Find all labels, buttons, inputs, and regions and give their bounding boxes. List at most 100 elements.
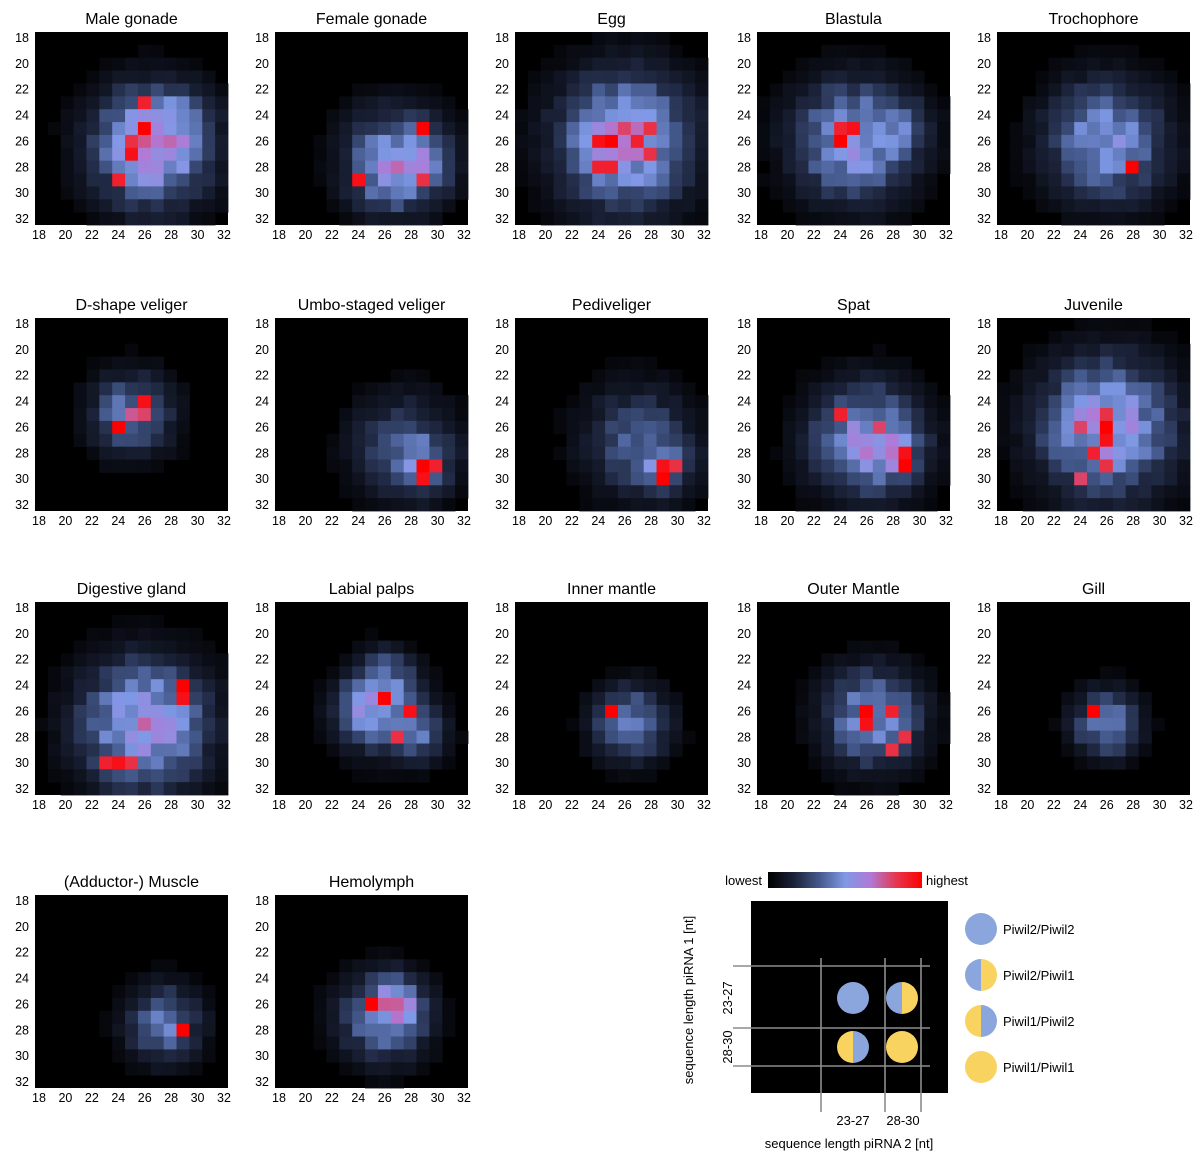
heatmap-cell xyxy=(150,109,165,123)
heatmap-cell xyxy=(847,446,861,460)
heatmap-cell xyxy=(390,1023,405,1037)
heatmap-cell xyxy=(365,1010,379,1025)
heatmap-cell xyxy=(403,109,417,123)
heatmap-cell xyxy=(86,420,100,435)
heatmap-cell xyxy=(176,83,190,97)
heatmap-cell xyxy=(859,704,874,719)
y-tick-label: 20 xyxy=(495,627,509,641)
heatmap-cell xyxy=(125,653,139,667)
heatmap-cell xyxy=(202,985,216,999)
heatmap-cell xyxy=(352,408,366,422)
y-tick-label: 24 xyxy=(255,109,269,123)
heatmap-cell xyxy=(847,122,861,136)
heatmap-cell xyxy=(150,1010,165,1025)
heatmap-cell xyxy=(339,173,353,187)
heatmap-cell xyxy=(352,186,366,200)
heatmap-cell xyxy=(847,160,861,174)
heatmap-cell xyxy=(782,96,796,110)
heatmap-cell xyxy=(605,756,619,770)
heatmap-cell xyxy=(795,369,809,383)
heatmap-cell xyxy=(795,420,809,435)
heatmap-cell xyxy=(553,446,567,460)
heatmap-cell xyxy=(442,395,456,409)
heatmap-cell xyxy=(202,1036,216,1050)
heatmap-cell xyxy=(656,369,670,383)
heatmap-cell xyxy=(1138,212,1152,226)
heatmap-cell xyxy=(73,730,87,744)
x-tick-label: 26 xyxy=(138,798,152,812)
heatmap-cell xyxy=(1164,408,1178,422)
half-right xyxy=(981,959,997,991)
heatmap-cell xyxy=(1074,395,1088,409)
heatmap-cell xyxy=(326,997,340,1012)
heatmap-cell xyxy=(821,70,835,84)
heatmap-cell xyxy=(352,173,366,187)
heatmap-cell xyxy=(403,640,417,654)
y-tick-label: 30 xyxy=(255,186,269,200)
heatmap-cell xyxy=(176,134,190,149)
heatmap-cell xyxy=(605,199,619,213)
heatmap-cell xyxy=(579,717,593,732)
heatmap-cell xyxy=(834,420,848,435)
heatmap-cell xyxy=(885,498,899,512)
heatmap-cell xyxy=(566,160,580,174)
heatmap-cell xyxy=(416,985,430,999)
heatmap-cell xyxy=(872,769,887,783)
heatmap-cell xyxy=(1035,343,1049,357)
heatmap-cell xyxy=(1074,160,1088,174)
heatmap-cell xyxy=(592,395,606,409)
heatmap-cell xyxy=(365,96,379,110)
heatmap-cell xyxy=(1061,472,1075,486)
heatmap-cell xyxy=(137,459,152,473)
heatmap-cell xyxy=(643,109,657,123)
heatmap-cell xyxy=(1074,330,1088,345)
heatmap-cell xyxy=(1035,122,1049,136)
heatmap-cell xyxy=(1048,420,1062,435)
heatmap-cell xyxy=(924,704,938,719)
heatmap-cell xyxy=(566,173,580,187)
heatmap-cell xyxy=(808,704,822,719)
heatmap-cell xyxy=(1061,498,1075,512)
heatmap-cell xyxy=(695,408,709,422)
heatmap-cell xyxy=(617,408,632,422)
heatmap-cell xyxy=(911,186,925,200)
heatmap-cell xyxy=(617,356,632,370)
heatmap-cell xyxy=(1138,330,1152,345)
x-tick-label: 20 xyxy=(780,514,794,528)
heatmap-cell xyxy=(911,666,925,680)
heatmap-cell xyxy=(1061,420,1075,435)
heatmap-cell xyxy=(885,70,899,84)
heatmap-cell xyxy=(86,717,100,732)
heatmap-cell xyxy=(215,730,229,744)
heatmap-cell xyxy=(1074,96,1088,110)
heatmap-cell xyxy=(99,395,113,409)
heatmap-cell xyxy=(352,459,366,473)
heatmap-cell xyxy=(352,83,366,97)
heatmap-cell xyxy=(834,717,848,732)
heatmap-cell xyxy=(808,395,822,409)
heatmap-cell xyxy=(1022,173,1036,187)
heatmap-cell xyxy=(339,446,353,460)
x-tick-label: 18 xyxy=(272,798,286,812)
heatmap-cell xyxy=(859,692,874,706)
heatmap-cell xyxy=(643,704,657,719)
heatmap-cell xyxy=(1087,485,1101,499)
heatmap-cell xyxy=(137,395,152,409)
heatmap-cell xyxy=(1087,96,1101,110)
heatmap-cell xyxy=(527,109,542,123)
heatmap-cell xyxy=(403,692,417,706)
heatmap-cell xyxy=(553,186,567,200)
heatmap-cell xyxy=(656,498,670,512)
heatmap-cell xyxy=(163,212,177,226)
y-tick-label: 32 xyxy=(737,212,751,226)
heatmap-cell xyxy=(403,717,417,732)
heatmap-cell xyxy=(189,704,203,719)
heatmap-cell xyxy=(403,730,417,744)
heatmap-cell xyxy=(163,57,177,71)
heatmap-cell xyxy=(605,83,619,97)
heatmap-cell xyxy=(150,679,165,693)
heatmap-cell xyxy=(377,134,392,149)
heatmap-cell xyxy=(1099,472,1114,486)
heatmap-cell xyxy=(924,382,938,396)
